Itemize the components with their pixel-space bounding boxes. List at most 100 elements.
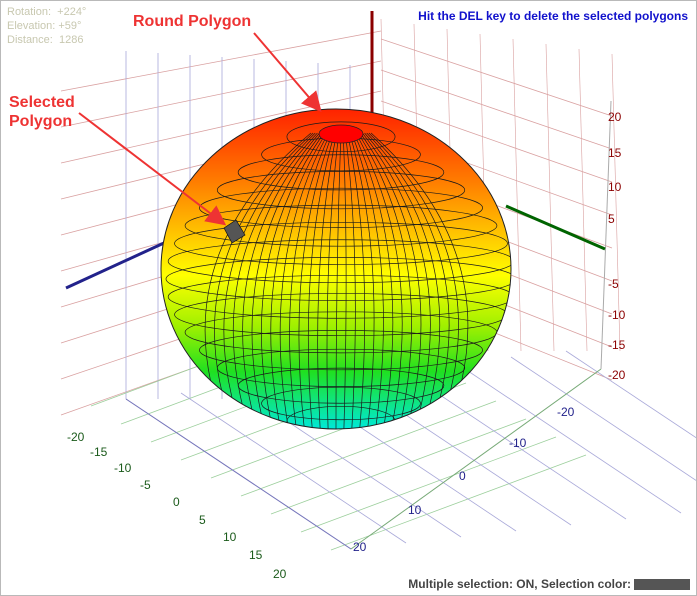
grid-line: [455, 362, 682, 514]
meridian-line: [251, 132, 322, 429]
meridian-line: [326, 132, 340, 429]
latitude-ring: [165, 257, 511, 301]
z-tick-label: 15: [608, 146, 622, 160]
z-tick-label: -10: [608, 308, 626, 322]
z-tick-label: -15: [608, 338, 626, 352]
green-axis-line: [505, 204, 606, 251]
rotation-readout: Rotation: +224°: [7, 6, 86, 18]
z-tick-label: -20: [608, 368, 626, 382]
meridian-line: [232, 132, 318, 429]
z-tick-label: 5: [608, 212, 615, 226]
latitude-ring: [216, 171, 466, 210]
grid-line: [578, 48, 588, 352]
tick-labels: 20 15 10 5 -5 -10 -15 -20 -20 -10 0 10 20 -20 -15 -10 -5…: [67, 110, 626, 581]
left-axis-tick-label: -10: [114, 461, 132, 475]
rotation-value: +224°: [57, 6, 87, 18]
grid-line: [300, 436, 557, 533]
meridian-line: [368, 132, 459, 429]
selected-callout-line2: Polygon: [9, 113, 73, 130]
meridian-line: [364, 132, 441, 429]
grid-line: [545, 43, 555, 352]
distance-label: Distance:: [7, 34, 53, 46]
meridian-line: [307, 132, 335, 429]
left-axis-tick-label: -15: [90, 445, 108, 459]
selected-callout-line1: Selected: [9, 94, 75, 111]
grid-line: [380, 100, 613, 183]
box-edge: [350, 368, 602, 550]
meridian-line: [279, 132, 329, 429]
meridian-line: [223, 132, 316, 429]
left-axis-tick-label: -5: [140, 478, 151, 492]
z-tick-label: -5: [608, 277, 619, 291]
rotation-label: Rotation:: [7, 6, 52, 18]
meridian-line: [289, 132, 331, 429]
grid-line: [60, 90, 382, 164]
latitude-ring: [199, 187, 483, 228]
right-axis-tick-label: 10: [408, 503, 422, 517]
meridian-line: [366, 132, 450, 429]
elevation-label: Elevation:: [7, 20, 56, 32]
round-polygon-callout: Round Polygon: [133, 13, 252, 30]
grid-line: [60, 30, 382, 92]
distance-value: 1286: [58, 34, 84, 46]
meridian-line: [347, 132, 366, 429]
meridian-line: [298, 132, 333, 429]
grid-line: [565, 350, 696, 439]
status-bar: Multiple selection: ON, Selection color:: [408, 577, 690, 591]
latitude-ring: [237, 154, 445, 191]
latitude-ring: [286, 121, 396, 153]
selection-color-swatch: [634, 578, 690, 590]
box-edge: [600, 100, 612, 370]
meridian-line: [214, 132, 314, 429]
callout-arrows: [78, 32, 322, 226]
left-axis-tick-label: -20: [67, 430, 85, 444]
meridian-line: [335, 132, 342, 429]
grid-line: [512, 38, 522, 352]
latitude-ring: [167, 239, 511, 284]
selected-polygon-callout: Selected Polygon: [9, 93, 75, 131]
z-tick-label: 10: [608, 180, 622, 194]
meridian-line: [359, 132, 422, 429]
meridian-line: [270, 132, 327, 429]
left-axis-tick-label: 20: [273, 567, 287, 581]
right-axis-tick-label: -10: [509, 436, 527, 450]
right-axis-tick-label: 20: [353, 540, 367, 554]
right-axis-tick-label: -20: [557, 405, 575, 419]
delete-hint: Hit the DEL key to delete the selected p…: [418, 9, 688, 23]
round-polygon-arrow: [253, 32, 322, 113]
left-axis-tick-label: 15: [249, 548, 263, 562]
box-edge: [125, 398, 352, 550]
latitude-ring: [167, 274, 511, 319]
meridian-line: [353, 132, 394, 429]
left-axis-tick-label: 0: [173, 495, 180, 509]
elevation-readout: Elevation: +59°: [7, 20, 81, 32]
z-tick-label: 20: [608, 110, 622, 124]
grid-line: [330, 454, 587, 551]
left-axis-tick-label: 10: [223, 530, 237, 544]
meridian-line: [342, 132, 347, 429]
latitude-ring: [184, 204, 498, 247]
grid-line: [60, 60, 382, 128]
status-text: Multiple selection: ON, Selection color:: [408, 577, 631, 591]
meridian-line: [349, 132, 375, 429]
meridian-line: [242, 132, 320, 429]
elevation-value: +59°: [58, 20, 82, 32]
meridian-line: [351, 132, 384, 429]
latitude-ring: [261, 386, 421, 421]
grid-line: [240, 400, 497, 497]
distance-readout: Distance: 1286: [7, 34, 83, 46]
meridian-line: [344, 132, 356, 429]
latitude-ring: [199, 330, 483, 371]
grid-line: [380, 38, 613, 117]
grid-line: [611, 53, 621, 352]
meridian-line: [317, 132, 338, 429]
round-polygon-sphere[interactable]: [160, 108, 516, 436]
meridian-line: [362, 132, 431, 429]
selected-polygon: [223, 219, 246, 244]
meridian-line: [261, 132, 325, 429]
meridian-line: [357, 132, 412, 429]
grid-line: [510, 356, 696, 481]
grid-line: [380, 69, 613, 150]
